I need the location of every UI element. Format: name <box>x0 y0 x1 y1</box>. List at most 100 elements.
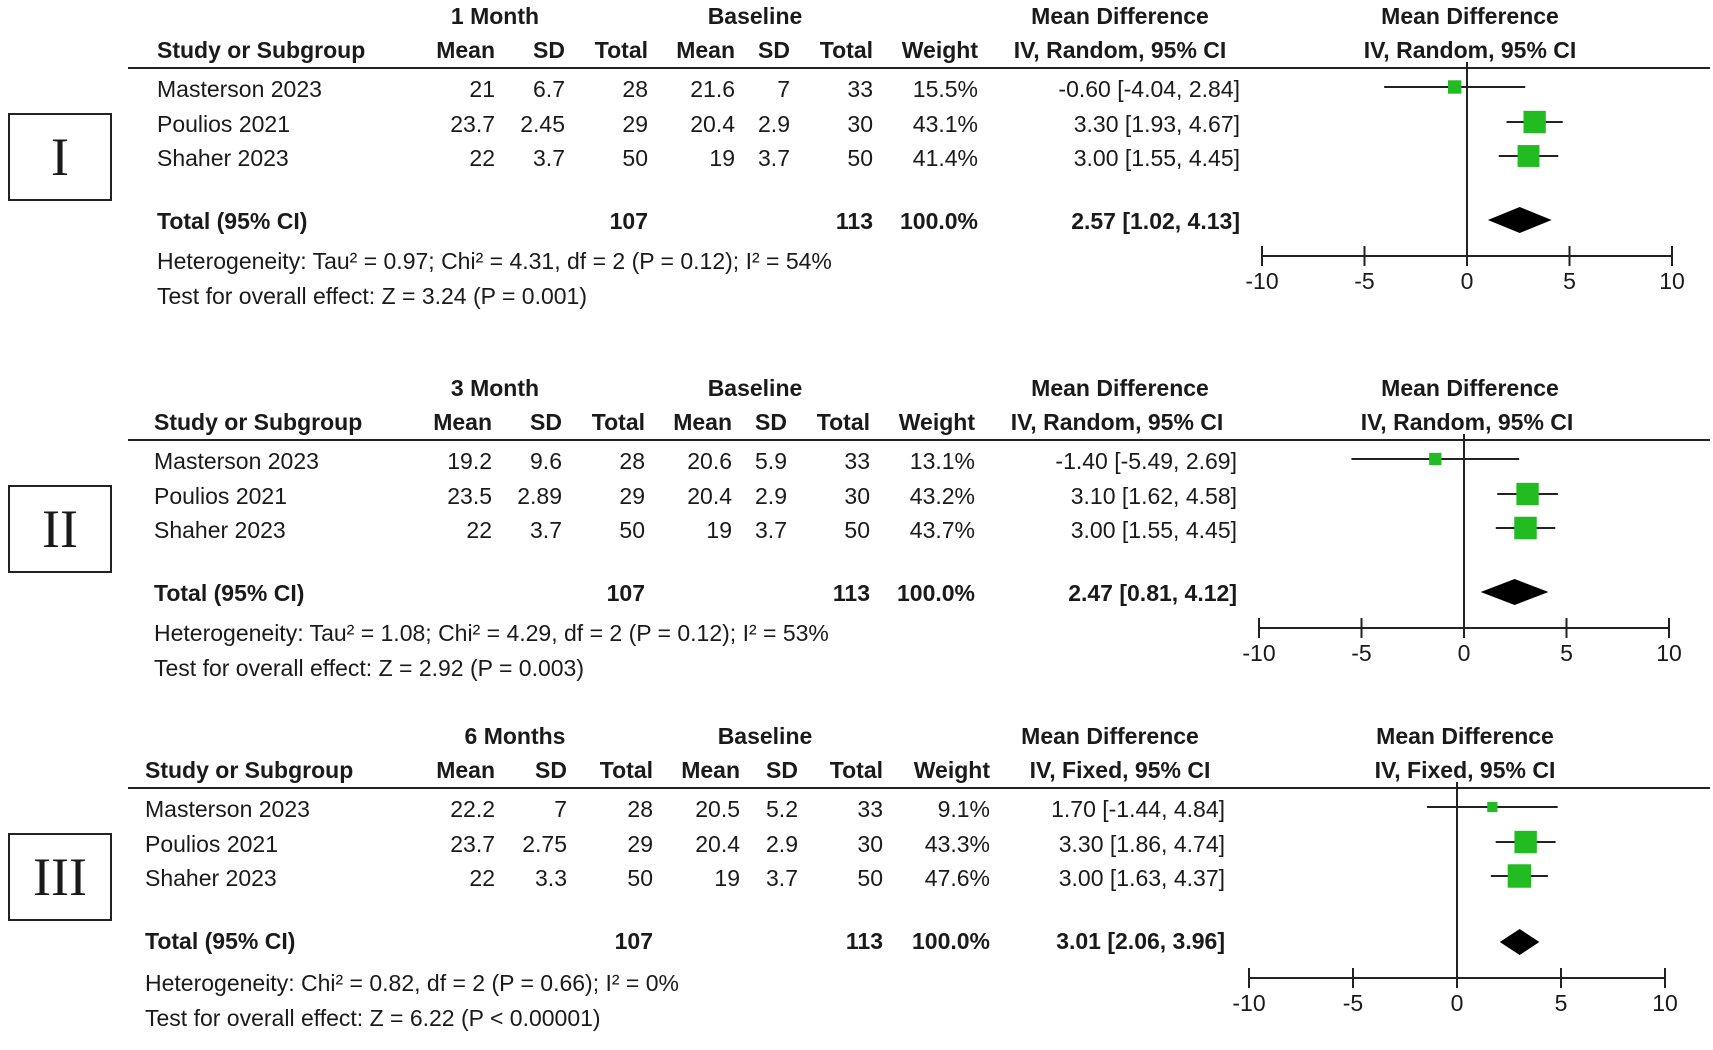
weight: 43.3% <box>924 831 990 857</box>
effect-title: Mean Difference <box>1031 3 1209 29</box>
exp-mean: 22 <box>469 865 495 891</box>
exp-total: 28 <box>627 796 653 822</box>
ctl-sd: 2.9 <box>766 831 798 857</box>
ctl-mean: 20.5 <box>695 796 740 822</box>
total-label: Total (95% CI) <box>145 928 296 954</box>
plot-subtitle: IV, Random, 95% CI <box>1363 37 1577 63</box>
exp-sd: 6.7 <box>533 76 565 102</box>
study-name: Masterson 2023 <box>157 76 322 102</box>
column-header-ctl-sd: SD <box>755 409 787 435</box>
heterogeneity-text: Heterogeneity: Chi² = 0.82, df = 2 (P = … <box>145 970 679 996</box>
ctl-mean: 20.4 <box>695 831 740 857</box>
pooled-diamond <box>1499 929 1540 955</box>
column-header-exp-mean: Mean <box>436 37 495 63</box>
ctl-total: 50 <box>844 517 870 543</box>
ctl-total: 50 <box>847 145 873 171</box>
exp-total: 29 <box>619 483 645 509</box>
total-ctl-total: 113 <box>845 928 883 954</box>
study-name: Masterson 2023 <box>154 448 319 474</box>
panel-label: III <box>33 847 87 907</box>
exp-total: 50 <box>619 517 645 543</box>
column-header-ctl-total: Total <box>829 757 883 783</box>
exp-sd: 2.75 <box>522 831 567 857</box>
study-marker <box>1517 145 1540 167</box>
panel-label: I <box>51 127 69 187</box>
study-name: Shaher 2023 <box>145 865 277 891</box>
ctl-total: 50 <box>857 865 883 891</box>
x-tick-label: -10 <box>1232 990 1265 1016</box>
heterogeneity-text: Heterogeneity: Tau² = 0.97; Chi² = 4.31,… <box>157 248 832 274</box>
column-header-exp-sd: SD <box>535 757 567 783</box>
ctl-sd: 2.9 <box>758 111 790 137</box>
panel-label-box: I <box>8 113 112 201</box>
plot-subtitle: IV, Fixed, 95% CI <box>1374 757 1556 783</box>
total-label: Total (95% CI) <box>157 208 308 234</box>
header-rule <box>128 67 1710 69</box>
ci-text: 3.30 [1.86, 4.74] <box>1058 831 1225 857</box>
exp-mean: 23.7 <box>450 111 495 137</box>
column-header-exp-total: Total <box>599 757 653 783</box>
study-marker <box>1514 516 1537 540</box>
column-header-exp-mean: Mean <box>436 757 495 783</box>
x-tick-label: 10 <box>1659 268 1685 294</box>
ctl-total: 33 <box>844 448 870 474</box>
ctl-mean: 21.6 <box>690 76 735 102</box>
ctl-sd: 5.2 <box>766 796 798 822</box>
study-name: Poulios 2021 <box>154 483 287 509</box>
overall-effect-text: Test for overall effect: Z = 3.24 (P = 0… <box>157 283 587 309</box>
column-header-ctl-mean: Mean <box>676 37 735 63</box>
total-exp-total: 107 <box>609 208 648 234</box>
column-header-ci: IV, Random, 95% CI <box>1010 409 1224 435</box>
panel-label: II <box>42 499 78 559</box>
ctl-mean: 19 <box>706 517 732 543</box>
forest-plot: -10 -5 0 5 10 <box>1242 434 1682 666</box>
column-header-exp-sd: SD <box>530 409 562 435</box>
heterogeneity-text: Heterogeneity: Tau² = 1.08; Chi² = 4.29,… <box>154 620 829 646</box>
x-tick-label: 0 <box>1451 990 1464 1016</box>
exp-sd: 3.7 <box>533 145 565 171</box>
forest-plot: -10 -5 0 5 10 <box>1245 62 1685 294</box>
weight: 41.4% <box>912 145 978 171</box>
column-header-study: Study or Subgroup <box>157 37 366 63</box>
column-header-study: Study or Subgroup <box>154 409 363 435</box>
study-name: Masterson 2023 <box>145 796 310 822</box>
header-rule <box>128 787 1710 789</box>
study-name: Poulios 2021 <box>145 831 278 857</box>
forest-panel-3: III 6 Months Baseline Mean Difference Me… <box>0 720 1713 1050</box>
weight: 15.5% <box>912 76 978 102</box>
exp-total: 50 <box>627 865 653 891</box>
experimental-group-header: 3 Month <box>450 375 540 401</box>
study-marker <box>1514 830 1537 854</box>
ctl-total: 30 <box>847 111 873 137</box>
study-marker <box>1448 80 1462 94</box>
ctl-total: 33 <box>847 76 873 102</box>
ci-text: 3.00 [1.55, 4.45] <box>1073 145 1240 171</box>
forest-panel-1: I 1 Month Baseline Mean Difference Mean … <box>0 0 1713 330</box>
total-ci-text: 2.47 [0.81, 4.12] <box>1068 580 1237 606</box>
column-header-ctl-total: Total <box>816 409 870 435</box>
effect-title: Mean Difference <box>1021 723 1199 749</box>
exp-mean: 22 <box>469 145 495 171</box>
column-header-ci: IV, Random, 95% CI <box>1013 37 1227 63</box>
column-header-ctl-total: Total <box>819 37 873 63</box>
column-header-weight: Weight <box>913 757 990 783</box>
total-ci-text: 2.57 [1.02, 4.13] <box>1071 208 1240 234</box>
exp-total: 28 <box>622 76 648 102</box>
exp-total: 50 <box>622 145 648 171</box>
exp-mean: 22.2 <box>450 796 495 822</box>
plot-title: Mean Difference <box>1381 3 1559 29</box>
weight: 47.6% <box>924 865 990 891</box>
ci-text: 3.30 [1.93, 4.67] <box>1073 111 1240 137</box>
exp-sd: 2.45 <box>520 111 565 137</box>
ctl-mean: 19 <box>714 865 740 891</box>
column-header-weight: Weight <box>901 37 978 63</box>
x-tick-label: -5 <box>1351 640 1371 666</box>
study-marker <box>1523 110 1546 134</box>
x-tick-label: 5 <box>1555 990 1568 1016</box>
ctl-mean: 20.6 <box>687 448 732 474</box>
ctl-mean: 20.4 <box>687 483 732 509</box>
x-tick-label: -5 <box>1343 990 1363 1016</box>
total-ci-text: 3.01 [2.06, 3.96] <box>1056 928 1225 954</box>
exp-mean: 23.5 <box>447 483 492 509</box>
control-group-header: Baseline <box>707 375 803 401</box>
